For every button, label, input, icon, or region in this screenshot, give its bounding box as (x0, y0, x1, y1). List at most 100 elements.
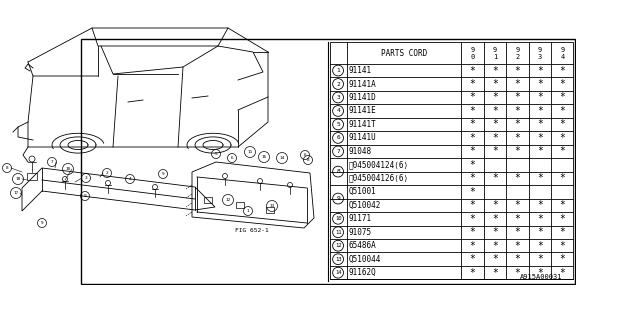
Text: *: * (537, 214, 543, 224)
Text: Ⓢ045004124⟨6⟩: Ⓢ045004124⟨6⟩ (349, 160, 409, 169)
Bar (236, 202, 244, 208)
Text: 5: 5 (214, 152, 218, 156)
Text: 6: 6 (230, 156, 234, 160)
Text: *: * (559, 241, 565, 251)
Text: *: * (492, 106, 498, 116)
Text: 2: 2 (106, 171, 108, 175)
Text: *: * (515, 227, 520, 237)
Text: *: * (470, 187, 476, 197)
Text: *: * (515, 268, 520, 278)
Text: 7: 7 (336, 149, 340, 154)
Text: *: * (470, 241, 476, 251)
Text: *: * (559, 254, 565, 264)
Text: 12: 12 (335, 243, 341, 248)
Text: Q510044: Q510044 (349, 255, 381, 264)
Text: *: * (492, 79, 498, 89)
Text: 91141U: 91141U (349, 133, 377, 142)
Text: *: * (559, 146, 565, 156)
Text: *: * (537, 173, 543, 183)
Text: 65486A: 65486A (349, 241, 377, 250)
Text: *: * (537, 200, 543, 210)
Text: 91141: 91141 (349, 66, 372, 75)
Text: 9
1: 9 1 (493, 46, 497, 60)
Text: Q51001: Q51001 (349, 187, 377, 196)
Text: 9
2: 9 2 (515, 46, 520, 60)
Text: *: * (559, 173, 565, 183)
Text: *: * (492, 146, 498, 156)
Text: *: * (515, 200, 520, 210)
Text: 16: 16 (261, 155, 267, 159)
Text: *: * (537, 268, 543, 278)
Text: *: * (470, 92, 476, 102)
Text: 6: 6 (336, 135, 340, 140)
Text: *: * (515, 146, 520, 156)
Bar (330, 42, 573, 279)
Text: *: * (515, 79, 520, 89)
Text: *: * (515, 214, 520, 224)
Text: FIG 652-1: FIG 652-1 (235, 228, 269, 234)
Text: 91048: 91048 (349, 147, 372, 156)
Text: PARTS CORD: PARTS CORD (381, 49, 427, 58)
Bar (266, 207, 274, 213)
Text: *: * (559, 227, 565, 237)
Text: *: * (470, 133, 476, 143)
Text: *: * (470, 119, 476, 130)
Text: 9
4: 9 4 (560, 46, 564, 60)
Text: *: * (537, 66, 543, 76)
Text: A915A00031: A915A00031 (520, 274, 563, 280)
Text: 14: 14 (280, 156, 285, 160)
Text: 10: 10 (65, 167, 70, 171)
Text: *: * (515, 241, 520, 251)
Text: *: * (470, 146, 476, 156)
Text: *: * (492, 200, 498, 210)
Bar (204, 197, 212, 203)
Text: Q510042: Q510042 (349, 201, 381, 210)
Text: *: * (470, 214, 476, 224)
Text: *: * (515, 66, 520, 76)
Text: 9: 9 (162, 172, 164, 176)
Text: 18: 18 (15, 177, 20, 181)
Text: *: * (537, 227, 543, 237)
Text: 91162Q: 91162Q (349, 268, 377, 277)
Text: *: * (559, 119, 565, 130)
Text: 91141D: 91141D (349, 93, 377, 102)
Text: 9
0: 9 0 (470, 46, 475, 60)
Text: *: * (492, 66, 498, 76)
Text: 13: 13 (269, 204, 275, 208)
Text: *: * (559, 268, 565, 278)
Text: 4: 4 (336, 108, 340, 114)
Text: *: * (470, 268, 476, 278)
Text: 12: 12 (225, 198, 230, 202)
Text: 8: 8 (336, 169, 340, 174)
Text: *: * (537, 241, 543, 251)
Text: 2: 2 (336, 82, 340, 86)
Text: *: * (470, 66, 476, 76)
Text: 5: 5 (336, 122, 340, 127)
Text: *: * (470, 106, 476, 116)
Text: *: * (537, 79, 543, 89)
Text: *: * (492, 241, 498, 251)
Text: 1: 1 (246, 209, 250, 213)
Text: *: * (492, 254, 498, 264)
Text: *: * (470, 79, 476, 89)
Text: *: * (470, 227, 476, 237)
Text: *: * (492, 214, 498, 224)
Text: Ⓢ045004126⟨6⟩: Ⓢ045004126⟨6⟩ (349, 174, 409, 183)
Text: 9: 9 (84, 194, 86, 198)
Text: *: * (537, 146, 543, 156)
Text: 11: 11 (335, 230, 341, 235)
Text: *: * (470, 200, 476, 210)
Text: *: * (515, 92, 520, 102)
Text: 1: 1 (336, 68, 340, 73)
Text: *: * (492, 119, 498, 130)
Text: *: * (559, 92, 565, 102)
FancyBboxPatch shape (81, 39, 575, 284)
Text: *: * (559, 106, 565, 116)
Text: 91141E: 91141E (349, 107, 377, 116)
Text: *: * (470, 173, 476, 183)
Text: 8: 8 (6, 166, 8, 170)
Text: *: * (470, 254, 476, 264)
Text: *: * (515, 254, 520, 264)
Text: 91171: 91171 (349, 214, 372, 223)
Text: *: * (537, 119, 543, 130)
